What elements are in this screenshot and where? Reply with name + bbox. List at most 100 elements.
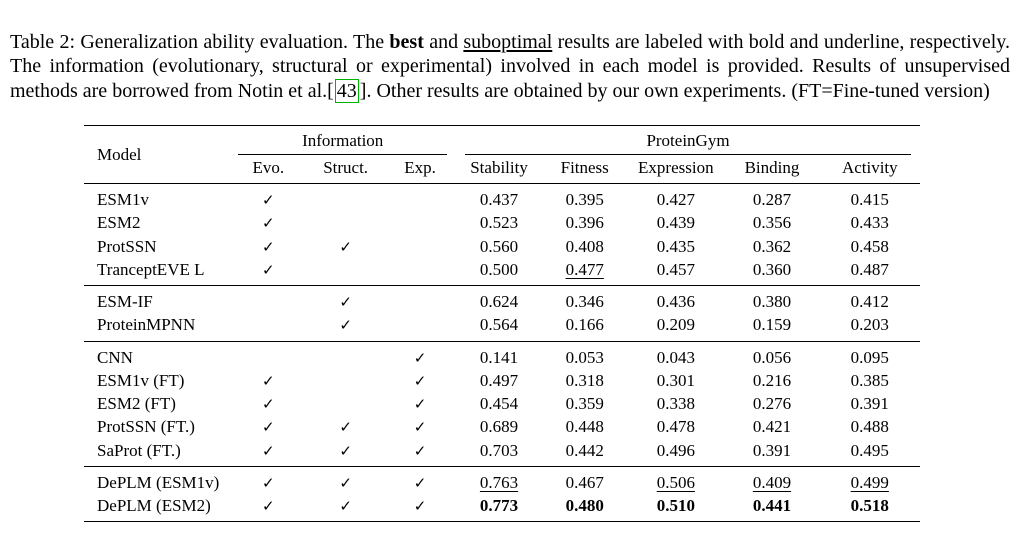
metric-value: 0.141 (455, 340, 543, 369)
check-icon: ✓ (262, 441, 275, 460)
check-icon: ✓ (262, 473, 275, 492)
metric-value: 0.773 (479, 496, 519, 516)
evo-check-cell: ✓ (229, 465, 308, 495)
struct-check-cell: ✓ (307, 465, 385, 495)
evo-check-cell: ✓ (229, 235, 307, 258)
paper-page: Table 2: Generalization ability evaluati… (0, 20, 1020, 523)
struct-check-cell (307, 211, 384, 234)
exp-check-cell: ✓ (384, 415, 456, 438)
check-icon: ✓ (262, 395, 275, 414)
metric-value: 0.506 (627, 465, 725, 495)
metric-value: 0.510 (656, 496, 695, 516)
metric-value: 0.458 (850, 236, 889, 256)
metric-value: 0.564 (479, 315, 519, 335)
exp-check-cell (384, 184, 456, 212)
check-icon: ✓ (339, 293, 352, 312)
metric-value: 0.480 (565, 496, 604, 516)
model-name: ProtSSN (FT.) (97, 417, 195, 437)
metric-value: 0.448 (565, 417, 604, 437)
check-icon: ✓ (339, 473, 352, 492)
metric-value: 0.346 (542, 285, 628, 314)
metric-value: 0.412 (819, 285, 920, 314)
table-caption: Table 2: Generalization ability evaluati… (0, 20, 1020, 103)
check-icon: ✓ (413, 441, 427, 460)
metric-value: 0.437 (479, 190, 519, 210)
metric-value: 0.362 (752, 236, 792, 256)
column-header: Activity (819, 155, 920, 185)
metric-value: 0.395 (565, 190, 604, 210)
metric-value: 0.287 (752, 190, 792, 210)
evo-check-cell (229, 285, 308, 314)
exp-check-cell (384, 211, 456, 234)
metric-value: 0.391 (850, 394, 889, 414)
evo-check-cell: ✓ (229, 211, 307, 234)
metric-value: 0.043 (627, 340, 725, 369)
check-icon: ✓ (262, 418, 275, 437)
metric-value: 0.703 (479, 440, 519, 460)
table-row: ESM1v (FT) ✓ ✓ 0.497 0.318 0.301 0.216 0.385 (84, 369, 920, 392)
table-row: ProtSSN (FT.) ✓ ✓ ✓ 0.689 0.448 0.478 0.421 0.48… (84, 415, 920, 438)
metric-value: 0.499 (819, 465, 920, 495)
check-icon: ✓ (413, 395, 427, 414)
evo-check-cell: ✓ (229, 392, 307, 415)
metric-value: 0.391 (752, 440, 792, 460)
metric-value: 0.496 (656, 440, 695, 460)
metric-value: 0.203 (850, 315, 889, 335)
exp-check-cell (384, 285, 456, 314)
model-name: CNN (84, 340, 230, 369)
check-icon: ✓ (339, 497, 352, 516)
exp-check-cell: ✓ (384, 465, 456, 495)
check-icon: ✓ (262, 260, 275, 279)
metric-value: 0.442 (565, 440, 604, 460)
table-row: ESM1v ✓ 0.437 0.395 0.427 0.287 0.415 (84, 184, 920, 212)
model-name: ESM1v (FT) (97, 370, 185, 390)
struct-check-cell: ✓ (307, 285, 385, 314)
metric-value: 0.500 (479, 259, 519, 279)
column-header: Evo. (229, 155, 308, 185)
evo-check-cell: ✓ (229, 369, 307, 392)
metric-value: 0.301 (656, 370, 695, 390)
information-group-label: Information (302, 131, 384, 151)
check-icon: ✓ (413, 418, 427, 437)
evo-check-cell: ✓ (229, 184, 307, 212)
citation-link[interactable]: 43 (334, 78, 359, 103)
column-header: Binding (724, 155, 820, 185)
exp-check-cell: ✓ (384, 494, 456, 522)
metric-value: 0.467 (542, 465, 628, 495)
metric-value: 0.318 (565, 370, 604, 390)
model-name: ProteinMPNN (97, 315, 196, 335)
table-row: DePLM (ESM2) ✓ ✓ ✓ 0.773 0.480 0.510 0.441 0.518 (84, 494, 920, 522)
metric-value: 0.380 (724, 285, 820, 314)
evo-check-cell: ✓ (229, 494, 307, 522)
struct-check-cell: ✓ (307, 235, 384, 258)
model-name: ESM1v (97, 190, 149, 210)
metric-value: 0.523 (479, 213, 519, 233)
column-header: Struct. (307, 155, 385, 185)
metric-value: 0.560 (479, 236, 519, 256)
model-name: SaProt (FT.) (97, 440, 181, 460)
check-icon: ✓ (339, 316, 352, 335)
column-header: Exp. (384, 155, 456, 185)
metric-value: 0.360 (752, 259, 792, 279)
column-header: Fitness (542, 155, 628, 185)
metric-value: 0.427 (656, 190, 695, 210)
check-icon: ✓ (262, 237, 275, 256)
table-row: SaProt (FT.) ✓ ✓ ✓ 0.703 0.442 0.496 0.391 0.495 (84, 439, 920, 467)
caption-text-segment: results are labeled with bold and underl… (10, 31, 1010, 102)
table-group: DePLM (ESM1v) ✓ ✓ ✓ 0.763 0.467 0.506 0.409 0.49… (84, 465, 920, 522)
metric-value: 0.488 (850, 417, 889, 437)
struct-check-cell (307, 258, 384, 286)
model-name: ESM-IF (84, 285, 230, 314)
model-name: ESM2 (97, 213, 141, 233)
check-icon: ✓ (413, 473, 427, 492)
metric-value: 0.415 (850, 190, 889, 210)
metric-value: 0.441 (752, 496, 792, 516)
metric-value: 0.497 (479, 370, 519, 390)
metric-value: 0.216 (752, 370, 792, 390)
struct-check-cell: ✓ (307, 313, 384, 341)
exp-check-cell: ✓ (384, 369, 456, 392)
evo-check-cell: ✓ (229, 415, 307, 438)
metric-value: 0.689 (479, 417, 519, 437)
check-icon: ✓ (262, 214, 275, 233)
metric-value: 0.409 (724, 465, 820, 495)
